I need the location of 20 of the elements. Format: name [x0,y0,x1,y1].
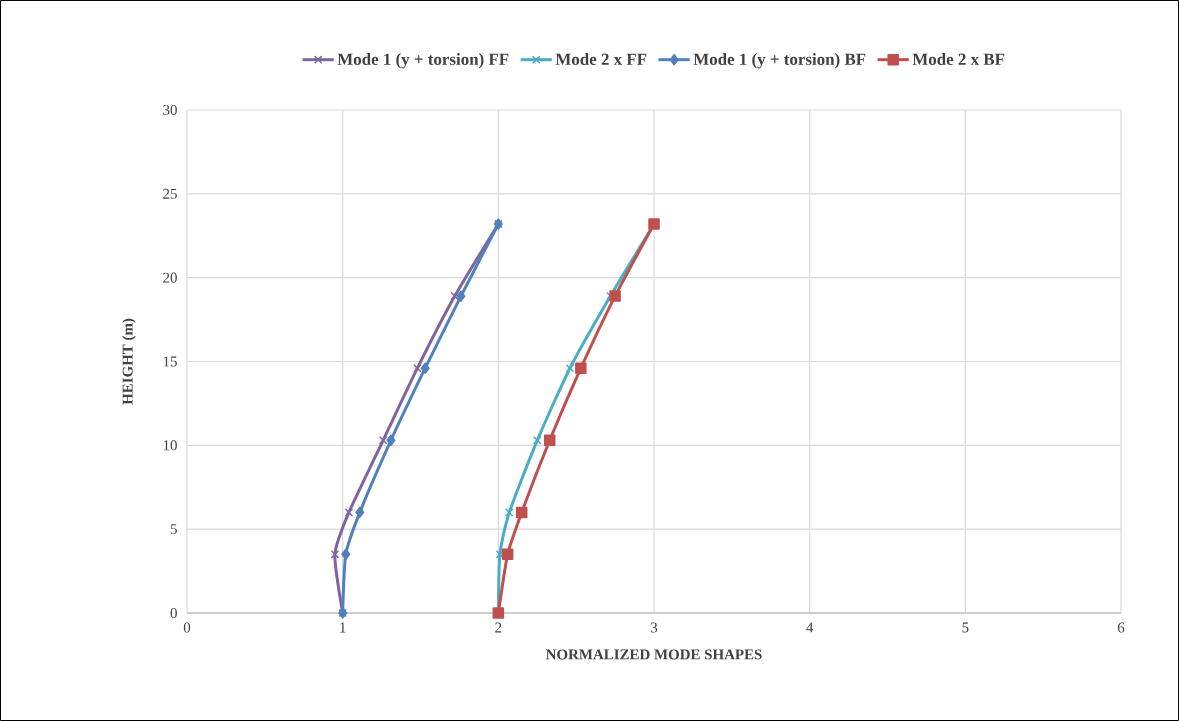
legend-label: Mode 2 x BF [912,53,1005,65]
y-tick-label: 15 [163,356,177,367]
y-tick-label: 30 [163,104,177,116]
y-tick-label: 0 [170,607,177,619]
y-axis-title: HEIGHT (m) [122,318,136,405]
legend-label: Mode 2 x FF [555,53,647,65]
y-tick-label: 20 [163,272,177,283]
x-tick-label: 6 [1117,622,1125,633]
x-tick-label: 0 [183,622,191,633]
y-tick-label: 10 [163,440,177,451]
x-tick-label: 1 [340,622,346,633]
x-tick-label: 4 [806,622,814,633]
y-tick-label: 25 [163,188,177,199]
x-tick-label: 5 [962,622,969,633]
x-axis-title: NORMALIZED MODE SHAPES [545,649,762,660]
x-tick-label: 2 [495,622,502,633]
legend-label: Mode 1 (y + torsion) FF [337,53,509,69]
y-tick-label: 5 [170,524,177,535]
x-tick-label: 3 [650,622,658,633]
legend-label: Mode 1 (y + torsion) BF [693,53,866,69]
